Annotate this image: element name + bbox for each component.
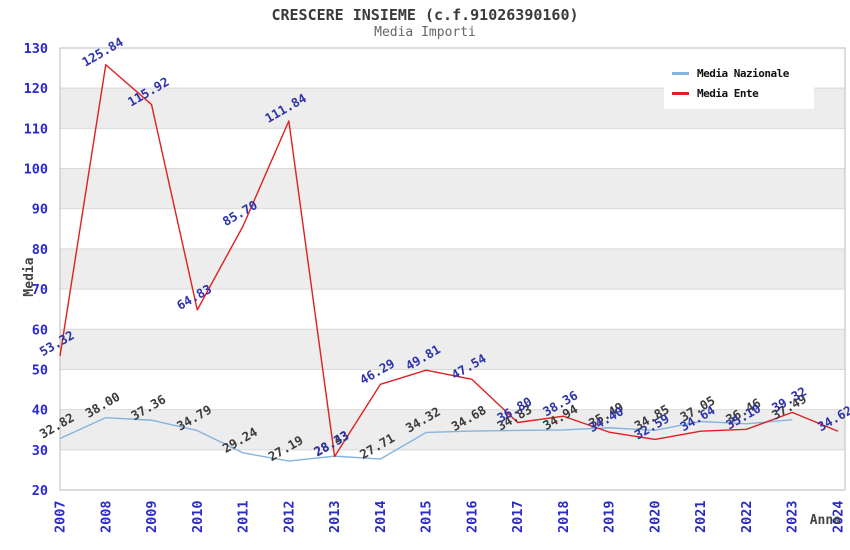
x-tick-label: 2015: [419, 500, 435, 533]
legend-label-media-nazionale: Media Nazionale: [697, 66, 789, 80]
x-tick-label: 2019: [602, 500, 618, 533]
x-tick-label: 2022: [739, 500, 755, 533]
chart-subtitle: Media Importi: [374, 25, 476, 40]
y-tick-label: 30: [32, 443, 48, 459]
x-tick-label: 2014: [373, 500, 389, 533]
y-tick-label: 110: [24, 121, 48, 137]
x-tick-label: 2020: [647, 500, 663, 533]
x-tick-label: 2008: [98, 500, 114, 533]
chart-title: CRESCERE INSIEME (c.f.91026390160): [271, 6, 579, 24]
nazionale-line-swatch-icon: [672, 71, 689, 75]
legend: Media Nazionale Media Ente: [664, 56, 814, 109]
x-tick-label: 2011: [236, 500, 252, 533]
y-tick-label: 20: [32, 483, 48, 499]
x-tick-label: 2024: [831, 500, 847, 533]
x-tick-label: 2023: [785, 500, 801, 533]
legend-label-media-ente: Media Ente: [697, 86, 759, 100]
x-tick-label: 2009: [144, 500, 160, 533]
x-tick-label: 2018: [556, 500, 572, 533]
x-tick-label: 2021: [693, 500, 709, 533]
x-tick-label: 2017: [510, 500, 526, 533]
y-tick-label: 90: [32, 202, 48, 218]
y-tick-label: 40: [32, 403, 48, 419]
media-ente-line: [59, 64, 839, 458]
ente-line-swatch-icon: [672, 91, 689, 95]
gray-band: [60, 248, 845, 290]
y-tick-label: 120: [24, 81, 48, 97]
y-tick-label: 70: [32, 282, 48, 298]
x-tick-label: 2010: [190, 500, 206, 533]
x-tick-label: 2013: [327, 500, 343, 533]
gray-band: [60, 168, 845, 209]
x-tick-label: 2016: [464, 500, 480, 533]
y-axis-title: Media: [22, 257, 37, 296]
legend-item-media-ente: Media Ente: [672, 83, 806, 103]
media-nazionale-line: [59, 416, 793, 462]
legend-item-media-nazionale: Media Nazionale: [672, 63, 806, 83]
y-tick-label: 50: [32, 362, 48, 378]
x-axis-title: Anno: [810, 513, 841, 528]
y-tick-label: 100: [24, 162, 48, 178]
x-tick-label: 2007: [53, 500, 69, 533]
y-tick-label: 60: [32, 322, 48, 338]
plot-border: [59, 47, 846, 491]
y-tick-label: 80: [32, 242, 48, 258]
x-tick-label: 2012: [281, 500, 297, 533]
gray-band: [60, 329, 845, 370]
y-tick-label: 130: [24, 41, 48, 57]
